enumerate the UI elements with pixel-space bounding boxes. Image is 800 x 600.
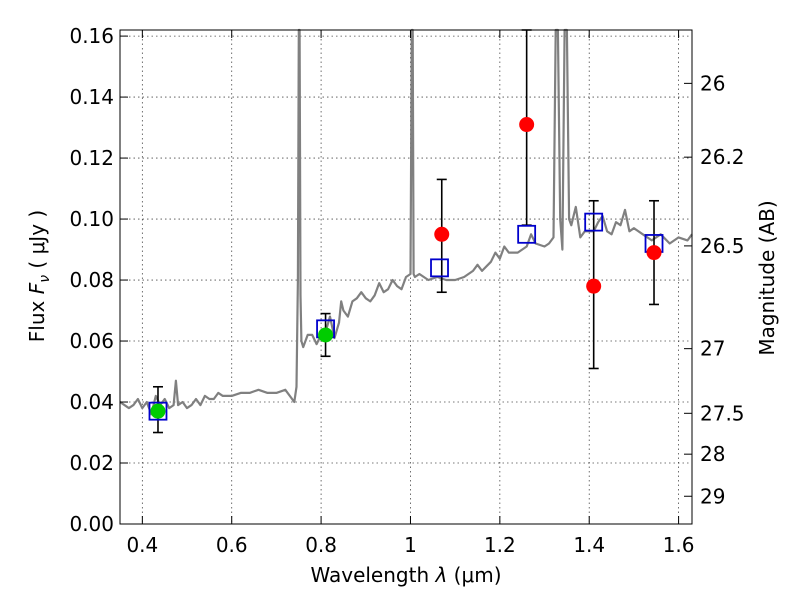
y-tick-label: 0.10 (69, 207, 114, 231)
plot-frame (119, 29, 693, 525)
x-tick-label: 1.4 (573, 533, 605, 557)
synthetic-photometry-square (148, 401, 168, 421)
y2-axis-title: Magnitude (AB) (755, 200, 779, 355)
synthetic-photometry-square (430, 258, 449, 278)
plot-layer (119, 28, 693, 434)
red-data-point (586, 278, 602, 294)
y-tick-label: 0.08 (69, 268, 114, 292)
x-tick-label: 1.2 (484, 533, 516, 557)
y-tick-label: 0.06 (69, 329, 114, 353)
synthetic-photometry-square (517, 224, 537, 244)
y-axis-title: Flux Fν ( μJy ) (25, 210, 53, 342)
y2-tick-label: 28 (700, 442, 725, 466)
x-axis-title: Wavelength λ (μm) (310, 563, 501, 587)
y-tick-label: 0.00 (69, 512, 114, 536)
red-data-point (646, 245, 662, 261)
green-data-point (318, 327, 334, 343)
y-tick-label: 0.16 (69, 24, 114, 48)
y2-tick-label: 26 (700, 71, 725, 95)
y-tick-label: 0.02 (69, 451, 114, 475)
y-tick-label: 0.12 (69, 146, 114, 170)
green-data-point (150, 403, 166, 419)
red-data-point (434, 226, 450, 242)
y2-tick-label: 26.2 (700, 145, 745, 169)
x-tick-label: 0.8 (305, 533, 337, 557)
y-tick-label: 0.04 (69, 390, 114, 414)
y2-tick-label: 27.5 (700, 401, 745, 425)
synthetic-photometry-square (584, 212, 604, 232)
sed-model-line (119, 28, 693, 416)
x-tick-label: 1.6 (663, 533, 695, 557)
x-tick-label: 1 (404, 533, 417, 557)
x-tick-label: 0.4 (126, 533, 158, 557)
x-tick-label: 0.6 (216, 533, 248, 557)
y-tick-label: 0.14 (69, 85, 114, 109)
y2-tick-label: 26.5 (700, 234, 745, 258)
y2-tick-label: 29 (700, 484, 725, 508)
y2-tick-label: 27 (700, 337, 725, 361)
red-data-point (519, 117, 535, 133)
tick-layer: 0.4 0.6 0.8 1 1.2 1.4 1.6 0.00 0.02 0.04 0.06 0.08 0… (69, 24, 744, 557)
